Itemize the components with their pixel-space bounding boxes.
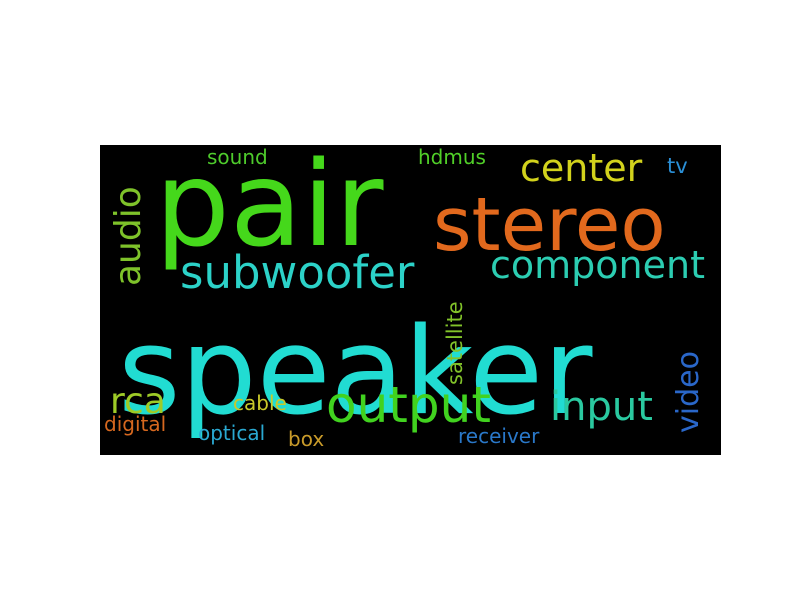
word-optical: optical bbox=[198, 421, 265, 445]
word-satellite: satellite bbox=[443, 301, 467, 385]
word-sound: sound bbox=[207, 145, 268, 169]
word-rca: rca bbox=[110, 381, 166, 422]
word-component: component bbox=[490, 243, 705, 287]
word-stereo: stereo bbox=[433, 182, 666, 268]
word-cloud-canvas: speaker pair stereo subwoofer component … bbox=[104, 145, 706, 451]
word-digital: digital bbox=[104, 412, 166, 436]
word-box: box bbox=[288, 427, 324, 451]
word-input: input bbox=[550, 384, 653, 430]
word-receiver: receiver bbox=[458, 424, 540, 448]
word-cloud: speaker pair stereo subwoofer component … bbox=[100, 145, 721, 455]
word-cable: cable bbox=[233, 391, 287, 415]
word-tv: tv bbox=[667, 154, 688, 178]
word-hdmus: hdmus bbox=[418, 145, 486, 169]
word-subwoofer: subwoofer bbox=[180, 246, 415, 299]
word-output: output bbox=[326, 376, 491, 434]
word-center: center bbox=[520, 146, 643, 190]
word-video: video bbox=[671, 351, 706, 433]
word-audio: audio bbox=[108, 186, 149, 286]
word-speaker: speaker bbox=[118, 303, 593, 442]
word-pair: pair bbox=[155, 145, 384, 273]
